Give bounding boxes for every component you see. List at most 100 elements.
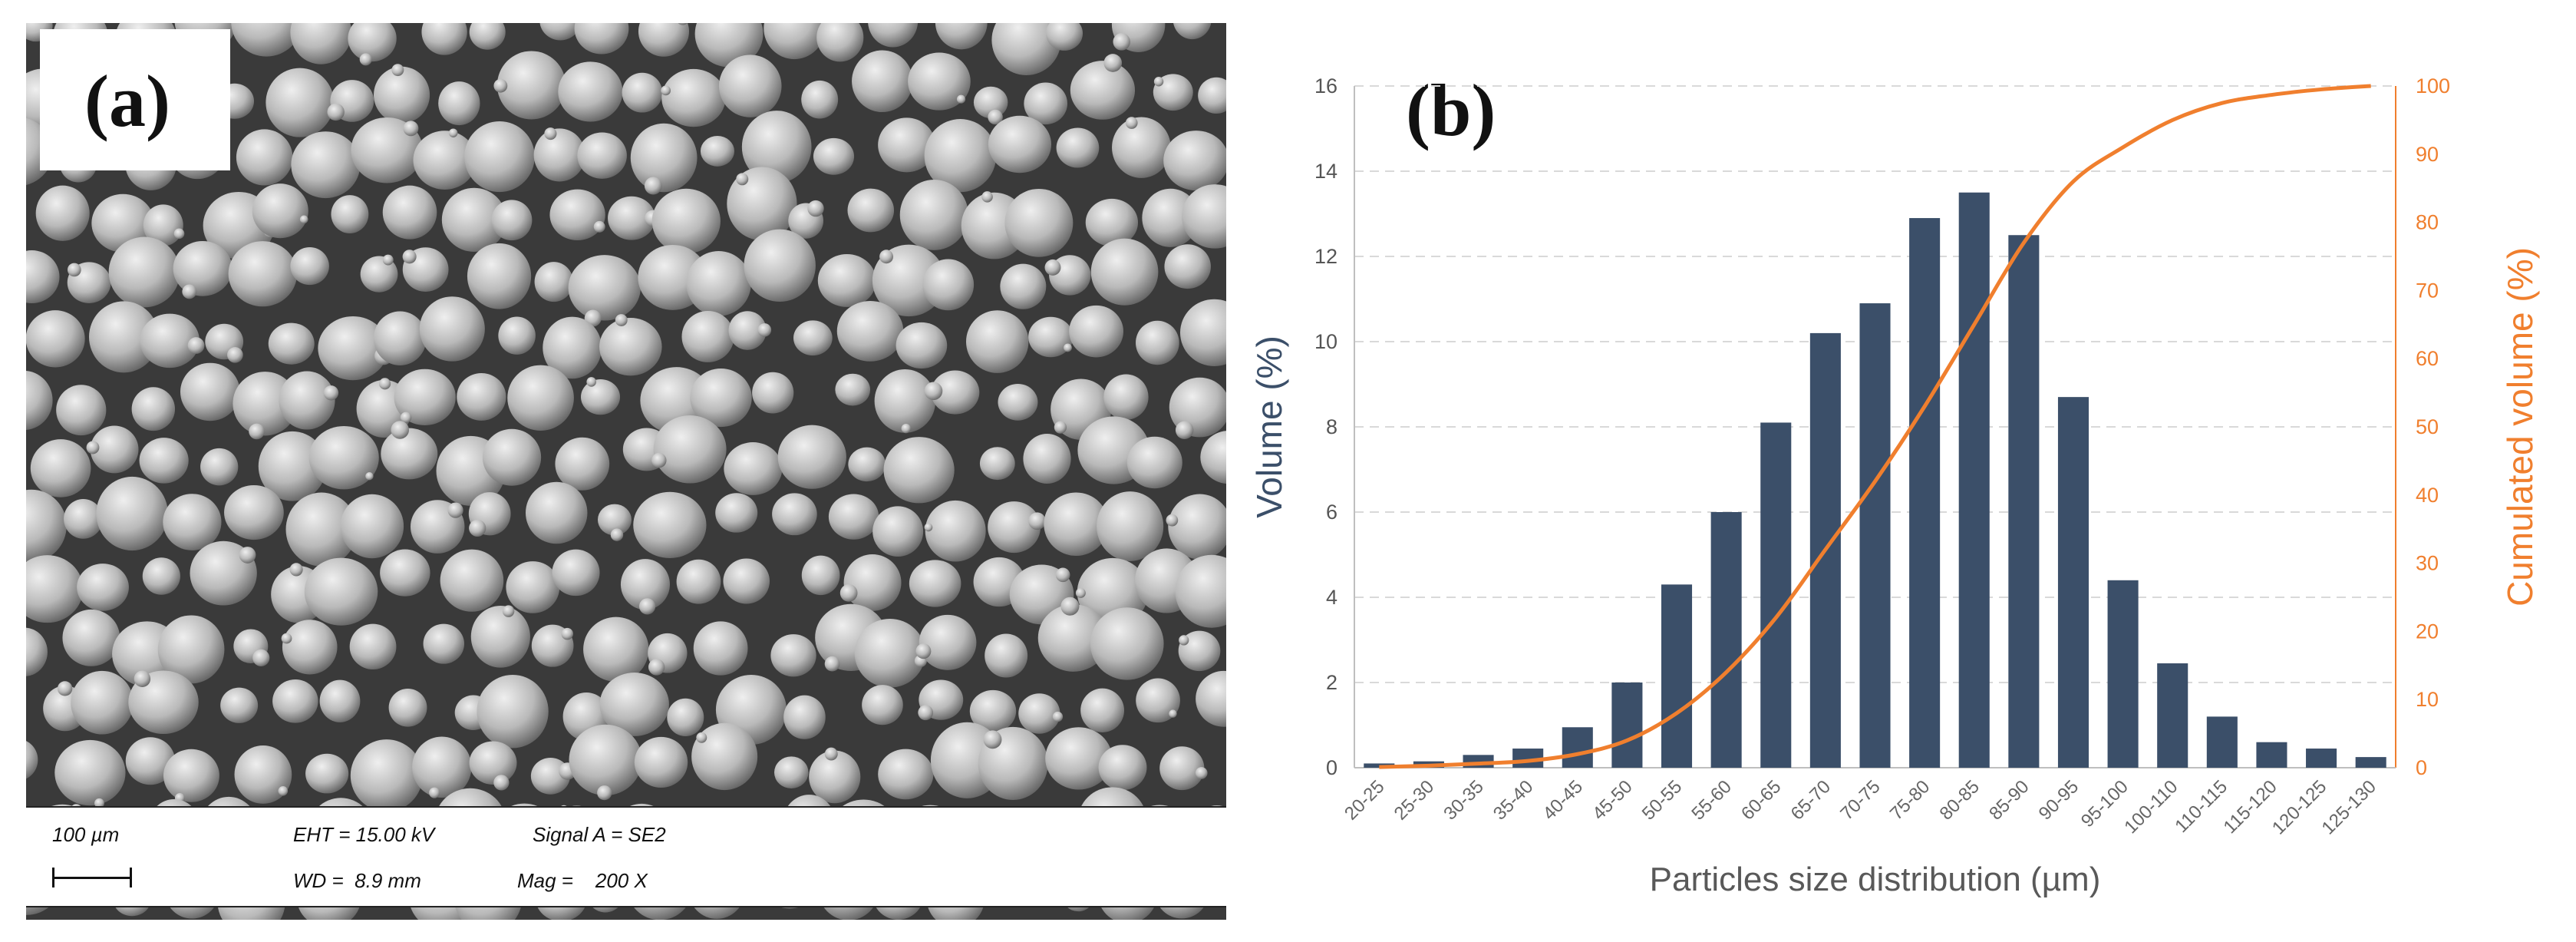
sem-satellite (918, 705, 934, 721)
sem-particle (764, 23, 826, 60)
sem-particle (1097, 491, 1164, 561)
sem-particle (1069, 305, 1124, 358)
sem-particle (26, 250, 60, 303)
sem-particle (1103, 374, 1149, 420)
sem-particle (633, 491, 707, 559)
sem-particle (1182, 184, 1226, 249)
panel-a-label-box: (a) (40, 29, 230, 170)
sem-particle (382, 185, 437, 240)
sem-particle (728, 311, 767, 350)
x-axis-title: Particles size distribution (µm) (1650, 861, 2101, 898)
sem-satellite (678, 23, 688, 25)
sem-particle (988, 501, 1041, 554)
y-tick-label: 0 (1326, 756, 1337, 779)
sem-particle (35, 185, 90, 241)
sem-satellite (382, 254, 394, 266)
sem-particle (1085, 198, 1139, 246)
sem-particle (922, 259, 975, 311)
sem-satellite (651, 452, 667, 468)
sem-particle (539, 23, 582, 41)
sem-satellite (278, 786, 289, 796)
sem-particle (878, 749, 934, 800)
sem-particle (681, 310, 734, 362)
sem-particle (693, 621, 748, 676)
sem-satellite (648, 659, 665, 676)
sem-satellite (824, 747, 838, 761)
particle-size-chart: 0 2 4 6 8 10 12 14 16 0 10 20 30 40 50 60 70 80 90 100 20-25… (1249, 74, 2540, 898)
scale-bar-tick-right (130, 868, 132, 887)
sem-particle (599, 673, 669, 736)
y-tick-label: 4 (1326, 586, 1337, 609)
sem-particle (233, 372, 298, 436)
sem-satellite (901, 423, 911, 434)
sem-particle (349, 623, 397, 669)
sem-satellite (403, 121, 419, 137)
sem-particle (1018, 693, 1060, 734)
sem-particle (534, 262, 573, 302)
bar (2008, 235, 2040, 768)
sem-particle (1046, 23, 1084, 51)
sem-particle (580, 378, 621, 415)
sem-particle (690, 369, 752, 428)
x-tick-label: 90-95 (2035, 776, 2083, 825)
sem-particles-image (26, 23, 1226, 920)
sem-particle (783, 695, 826, 739)
sem-particle (836, 300, 904, 362)
sem-particle (291, 131, 361, 199)
sem-particle (558, 61, 623, 122)
sem-particle (464, 121, 535, 193)
sem-particle (268, 322, 315, 365)
sem-particle (224, 484, 284, 540)
sem-particle (724, 442, 783, 495)
sem-satellite (988, 109, 1003, 125)
x-tick-label: 85-90 (1985, 776, 2033, 825)
sem-satellite (227, 347, 243, 363)
sem-particle (252, 183, 308, 239)
sem-particle (874, 369, 936, 433)
x-tick-label: 20-25 (1341, 776, 1389, 825)
sem-satellite (323, 385, 339, 401)
sem-particle (374, 66, 430, 124)
bar (1958, 192, 1990, 768)
sem-satellite (615, 314, 628, 326)
sem-particle (231, 23, 302, 57)
sem-particle (718, 55, 782, 117)
sem-particle (828, 494, 879, 540)
bar (2355, 757, 2386, 768)
sem-particle (935, 23, 988, 50)
sem-particle (862, 685, 903, 726)
sem-particle (1024, 82, 1068, 125)
sem-satellite (1153, 77, 1164, 87)
sem-particle (26, 555, 84, 623)
sem-particle (331, 195, 369, 233)
sem-particle (608, 196, 655, 240)
sem-satellite (1195, 767, 1208, 779)
sem-particle (351, 117, 424, 183)
panel-a-label: (a) (84, 60, 170, 142)
sem-particle (653, 415, 727, 484)
sem-particle (482, 428, 542, 486)
sem-satellite (57, 681, 73, 696)
x-tick-label: 70-75 (1836, 776, 1885, 825)
bar (2107, 580, 2139, 768)
sem-particle (423, 623, 465, 664)
sem-particle (638, 23, 689, 57)
sem-particle (157, 615, 225, 684)
sem-particle (847, 188, 895, 233)
sem-particle (412, 736, 472, 798)
sem-particle (305, 753, 349, 794)
sem-satellite (391, 64, 404, 77)
sem-satellite (807, 200, 824, 217)
sem-satellite (661, 85, 671, 96)
sem-particle (543, 316, 602, 379)
bar (1909, 218, 1941, 768)
sem-particle (90, 425, 139, 474)
sem-particle (908, 52, 971, 111)
sem-particle (1163, 131, 1226, 191)
sem-particle (319, 679, 361, 722)
sem-particle (817, 254, 876, 307)
sem-satellite (736, 173, 749, 186)
cumulative-line (1379, 84, 2371, 769)
sem-particle (258, 431, 327, 501)
sem-particle (350, 739, 423, 812)
